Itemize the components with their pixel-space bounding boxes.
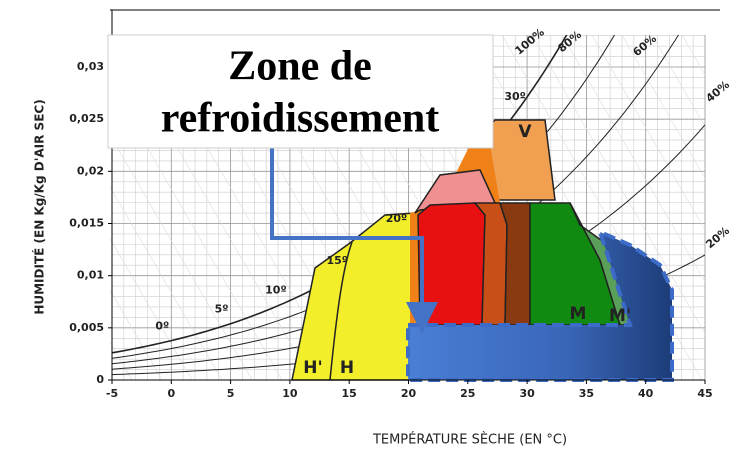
enthalpy-line	[110, 134, 253, 380]
y-tick-label: 0,02	[77, 164, 104, 177]
enthalpy-line	[561, 35, 705, 283]
x-tick-label: 0	[167, 387, 175, 400]
temperature-label: 0º	[155, 320, 169, 333]
zone-red	[417, 202, 486, 326]
zone-label: V	[518, 122, 532, 142]
y-tick-label: 0,03	[77, 60, 104, 73]
title-box	[107, 34, 494, 149]
zone-label: M'	[609, 306, 631, 326]
y-axis-label: HUMIDITÉ (EN Kg/Kg D'AIR SEC)	[32, 99, 47, 314]
x-tick-label: 25	[460, 387, 475, 400]
title-line: refroidissement	[161, 96, 439, 142]
rh-label: 20%	[703, 224, 732, 251]
temperature-label: 20º	[386, 212, 408, 225]
x-tick-label: 10	[282, 387, 298, 400]
rh-label: 80%	[555, 28, 584, 55]
enthalpy-line	[621, 35, 705, 179]
y-tick-label: 0,01	[77, 269, 104, 282]
zone-label: M	[570, 304, 587, 324]
x-tick-label: 5	[227, 387, 235, 400]
enthalpy-line	[531, 35, 705, 335]
zone-h-border	[329, 241, 353, 381]
y-tick-label: 0,025	[69, 112, 104, 125]
x-tick-label: 30	[519, 387, 535, 400]
x-tick-label: 45	[697, 387, 712, 400]
temperature-label: 15º	[326, 254, 348, 267]
arrow	[270, 148, 438, 334]
x-tick-label: 40	[638, 387, 654, 400]
title-line: Zone de	[228, 44, 372, 90]
zone-cooling	[406, 228, 674, 382]
rh-label: 60%	[630, 32, 659, 59]
zone-label: H	[340, 358, 354, 378]
temperature-label: 10º	[265, 284, 287, 297]
rh-label: 40%	[703, 78, 732, 105]
x-axis-label: TEMPÉRATURE SÈCHE (EN °C)	[372, 432, 567, 448]
temperature-label: 5º	[215, 303, 229, 316]
rh-label: 100%	[512, 26, 546, 58]
y-tick-label: 0,015	[69, 217, 104, 230]
enthalpy-line	[110, 237, 193, 380]
enthalpy-line	[651, 35, 705, 128]
x-tick-label: 15	[342, 387, 357, 400]
temperature-label: 30º	[504, 90, 526, 103]
enthalpy-line	[110, 186, 223, 380]
enthalpy-line	[591, 35, 705, 231]
y-tick-label: 0	[96, 373, 104, 386]
enthalpy-line	[110, 289, 163, 380]
x-tick-label: -5	[106, 387, 118, 400]
x-tick-label: 35	[579, 387, 594, 400]
zone-label: H'	[303, 358, 322, 378]
enthalpy-line	[0, 35, 12, 380]
y-tick-label: 0,005	[69, 321, 104, 334]
x-tick-label: 20	[401, 387, 417, 400]
